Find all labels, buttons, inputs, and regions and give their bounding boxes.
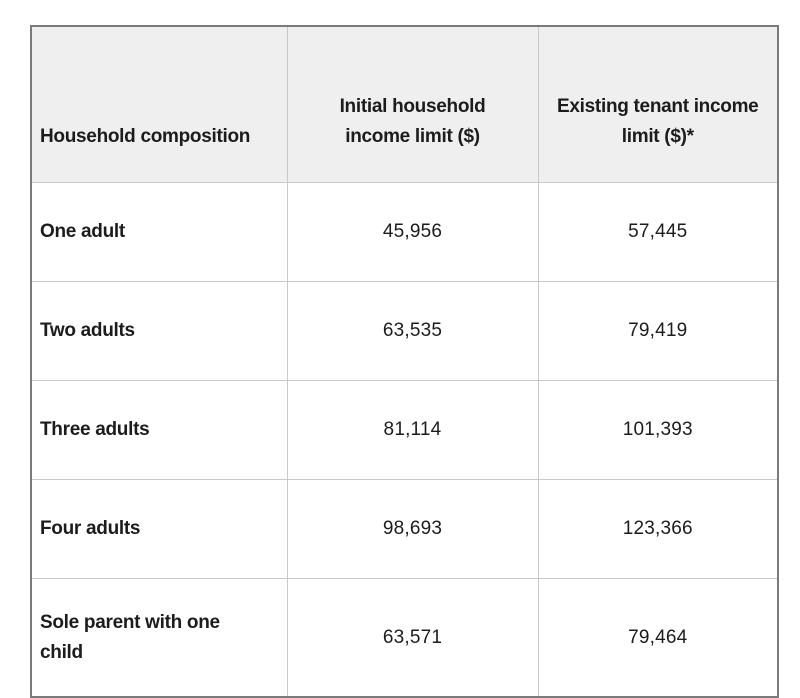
income-limits-table: Household composition Initial household … [30, 25, 779, 698]
col-header-initial-income-limit: Initial household income limit ($) [286, 25, 539, 183]
cell-existing-limit: 79,464 [537, 578, 779, 698]
row-label: Sole parent with one child [30, 578, 288, 698]
cell-initial-limit: 63,571 [286, 578, 539, 698]
cell-existing-limit: 57,445 [537, 182, 779, 282]
cell-existing-limit: 101,393 [537, 380, 779, 480]
cell-initial-limit: 98,693 [286, 479, 539, 579]
cell-initial-limit: 81,114 [286, 380, 539, 480]
cell-initial-limit: 45,956 [286, 182, 539, 282]
cell-existing-limit: 123,366 [537, 479, 779, 579]
table-header: Household composition Initial household … [30, 25, 779, 183]
table-row: One adult 45,956 57,445 [30, 182, 779, 282]
table-row: Two adults 63,535 79,419 [30, 281, 779, 381]
table-row: Four adults 98,693 123,366 [30, 479, 779, 579]
table-row: Sole parent with one child 63,571 79,464 [30, 578, 779, 698]
cell-initial-limit: 63,535 [286, 281, 539, 381]
header-row: Household composition Initial household … [30, 25, 779, 183]
col-header-household-composition: Household composition [30, 25, 288, 183]
table-row: Three adults 81,114 101,393 [30, 380, 779, 480]
row-label: Three adults [30, 380, 288, 480]
col-header-existing-tenant-income-limit: Existing tenant income limit ($)* [537, 25, 779, 183]
income-limits-table-container: Household composition Initial household … [30, 25, 779, 698]
table-body: One adult 45,956 57,445 Two adults 63,53… [30, 182, 779, 698]
row-label: Two adults [30, 281, 288, 381]
cell-existing-limit: 79,419 [537, 281, 779, 381]
row-label: One adult [30, 182, 288, 282]
row-label: Four adults [30, 479, 288, 579]
